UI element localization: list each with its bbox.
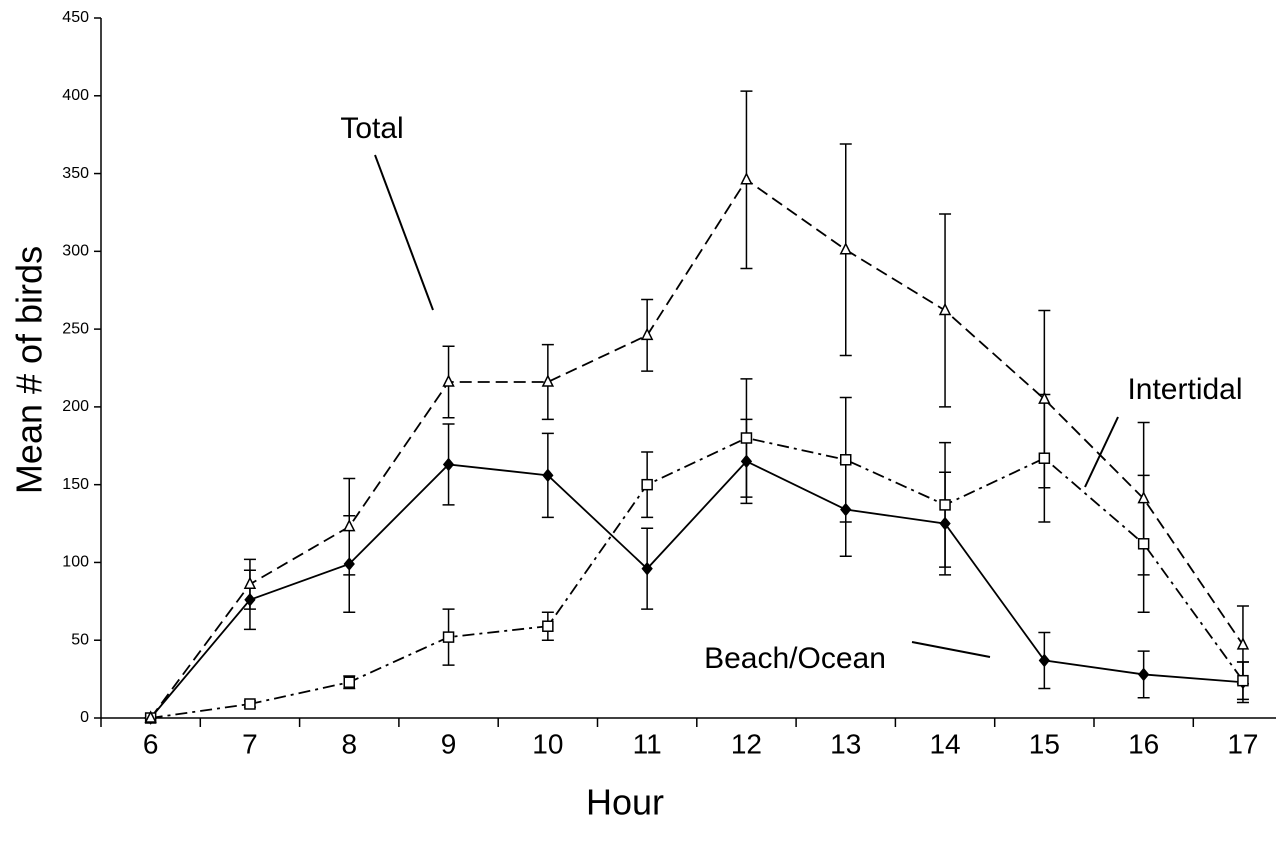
marker [1038,653,1051,668]
y-axis-label: Mean # of birds [9,246,50,494]
x-tick-label: 6 [143,728,159,759]
x-tick-label: 8 [341,728,357,759]
marker [1236,637,1250,650]
marker [244,698,256,710]
x-tick-label: 13 [830,728,861,759]
marker [640,327,654,341]
y-tick-label: 450 [62,9,89,26]
x-tick-label: 11 [633,728,662,759]
marker [938,302,952,316]
series-line [149,460,1244,719]
marker [542,468,554,483]
leader-line [374,154,434,311]
marker [939,499,951,511]
x-tick-label: 15 [1029,728,1060,759]
x-tick-label: 12 [731,728,762,759]
y-tick-label: 50 [71,631,89,648]
marker [839,242,852,255]
x-tick-label: 16 [1128,728,1159,759]
leader-line [911,641,991,658]
y-tick-label: 350 [62,165,89,182]
marker [1137,538,1150,550]
marker [343,676,355,688]
marker [343,518,356,532]
x-tick-label: 9 [441,728,457,759]
marker [641,561,653,576]
y-tick-label: 200 [62,398,89,415]
x-tick-label: 7 [242,728,258,759]
x-tick-label: 10 [532,728,563,759]
y-tick-label: 400 [62,87,89,104]
marker [740,172,753,185]
marker [542,620,554,632]
x-axis-label: Hour [586,782,664,823]
marker [442,457,455,472]
marker [243,576,257,589]
series-line [150,437,1244,719]
x-tick-label: 14 [929,728,960,759]
marker [641,478,653,491]
marker [1137,490,1150,504]
marker [740,454,753,469]
marker [541,374,555,387]
series-line [149,178,1244,719]
series-annotation: Beach/Ocean [704,642,886,675]
marker [144,710,157,723]
y-tick-label: 150 [62,476,89,493]
marker [442,631,455,643]
leader-line [1084,416,1119,488]
marker [1038,391,1051,404]
marker [244,592,256,607]
series-annotation: Intertidal [1127,373,1242,406]
marker [840,454,852,466]
marker [1237,674,1249,687]
y-tick-label: 0 [80,709,89,726]
marker [343,557,355,571]
y-tick-label: 100 [62,554,89,571]
series-annotation: Total [340,112,403,145]
marker [1038,452,1051,464]
marker [840,502,852,517]
marker [740,432,753,444]
marker [939,516,951,531]
y-tick-label: 300 [62,243,89,260]
y-tick-label: 250 [62,320,89,337]
marker [442,374,455,387]
x-tick-label: 17 [1227,728,1258,759]
marker [1137,667,1150,682]
